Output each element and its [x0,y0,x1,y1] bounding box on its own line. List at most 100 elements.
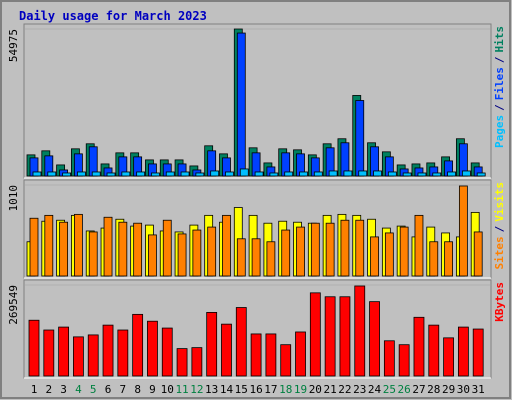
bar [221,323,232,377]
x-tick-label: 24 [368,383,382,396]
panel [23,23,492,179]
bar [443,337,454,377]
bar [162,219,172,277]
x-tick-label: 7 [120,383,127,396]
bar [355,219,365,277]
bar [369,301,380,377]
bar [384,232,394,277]
bar [473,231,483,277]
legend-separator: / [493,104,506,111]
bar [177,233,187,277]
bar [476,172,486,177]
legend-separator: / [493,56,506,63]
bar [235,307,247,377]
chart-title: Daily usage for March 2023 [19,9,207,23]
x-tick-label: 28 [427,383,440,396]
x-tick-label: 4 [75,383,82,396]
bar [206,312,218,377]
x-tick-label: 15 [235,383,248,396]
bar [77,171,86,177]
bar [313,171,323,177]
bar [354,285,366,377]
bar [47,171,57,177]
bar [118,221,128,277]
bar [29,217,39,277]
x-tick-label: 10 [161,383,174,396]
x-tick-label: 14 [220,383,234,396]
bar [132,313,144,377]
bar [254,171,264,177]
x-tick-label: 25 [383,383,396,396]
x-tick-label: 31 [472,383,485,396]
bar [343,170,353,177]
bar [265,333,277,377]
x-tick-label: 30 [457,383,470,396]
y-tick-label: 1010 [7,185,20,212]
bar [121,171,131,177]
legend-separator: / [493,225,506,232]
bar [28,319,40,377]
bar [117,329,129,377]
bar [239,168,249,177]
x-tick-label: 23 [353,383,366,396]
legend: Pages / Files / Hits [493,26,506,148]
bar [399,226,409,277]
bar [147,320,158,377]
x-tick-label: 29 [442,383,455,396]
bar [136,171,146,177]
bar [324,296,336,377]
y-tick-label: 54975 [7,29,20,62]
bar [457,326,469,377]
x-tick-label: 26 [398,383,411,396]
bar [432,172,442,177]
bar [176,348,188,377]
bar [340,219,350,277]
bar [472,328,484,377]
bar [207,226,217,277]
bar [358,170,368,177]
legend-entry: Files [493,67,506,100]
legend-entry: Sites [493,236,506,269]
x-tick-label: 20 [309,383,322,396]
bar [309,292,321,377]
legend-entry: Visits [493,182,506,222]
bar [222,214,231,277]
x-tick-label: 22 [338,383,351,396]
legend-entry: Hits [493,26,506,53]
y-tick-label: 269549 [7,285,20,325]
bar [161,327,173,377]
x-tick-label: 12 [190,383,203,396]
bar [210,170,220,177]
bar [269,172,279,177]
x-tick-label: 19 [294,383,307,396]
x-tick-label: 13 [205,383,218,396]
x-tick-label: 21 [324,383,337,396]
bar [225,171,234,177]
bar [428,324,440,377]
bar [370,236,379,277]
bar [296,226,305,277]
bar [284,171,294,177]
bar [180,171,190,177]
bar [414,214,424,277]
x-tick-label: 2 [45,383,52,396]
bar [458,185,468,277]
bar [281,229,291,277]
bar [103,216,113,277]
x-tick-label: 1 [31,383,38,396]
bar [295,331,306,377]
bar [236,32,246,177]
bar [133,222,143,277]
x-tick-label: 11 [175,383,188,396]
x-tick-label: 27 [412,383,425,396]
bar [58,326,70,377]
legend: Sites / Visits [493,182,506,270]
bar [74,213,83,277]
bar [387,171,397,177]
x-tick-label: 16 [249,383,262,396]
bar [447,171,456,177]
bar [251,238,261,277]
bar [266,241,276,277]
bar [165,171,175,177]
